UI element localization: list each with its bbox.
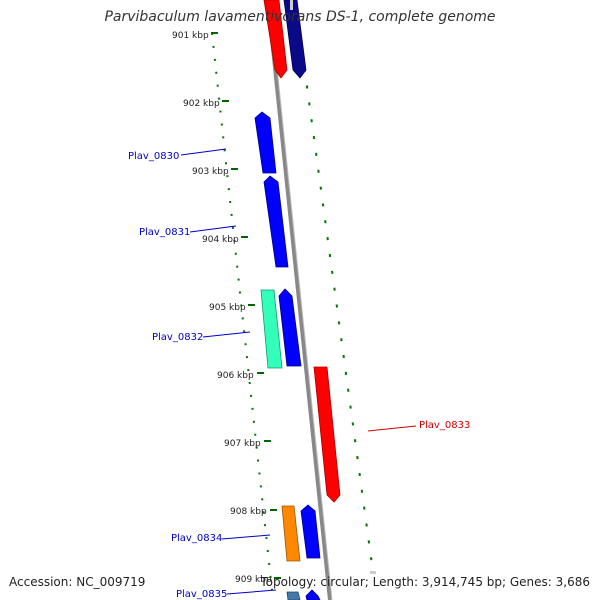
kbp-label: 901 kbp xyxy=(172,31,209,41)
leader-lines xyxy=(180,148,417,595)
gene-plav-0831[interactable] xyxy=(263,175,289,268)
kbp-label: 903 kbp xyxy=(192,167,229,177)
gene-plav-0832[interactable] xyxy=(278,288,302,367)
gene-plav-0835-grey[interactable] xyxy=(286,591,301,600)
backbone xyxy=(266,0,333,600)
accession-text: Accession: NC_009719 xyxy=(9,575,146,589)
gene-label-plav-0833[interactable]: Plav_0833 xyxy=(419,420,470,431)
gene-plav-0833[interactable] xyxy=(313,366,341,503)
kbp-label: 908 kbp xyxy=(230,507,267,517)
gene-label-plav-0831[interactable]: Plav_0831 xyxy=(139,227,190,238)
kbp-label: 905 kbp xyxy=(209,303,246,313)
kbp-label: 906 kbp xyxy=(217,371,254,381)
gene-label-plav-0834[interactable]: Plav_0834 xyxy=(171,533,222,544)
gene-plav-0834[interactable] xyxy=(300,504,321,559)
feature-small-grey xyxy=(370,571,376,574)
kbp-label: 902 kbp xyxy=(183,99,220,109)
kbp-label: 907 kbp xyxy=(224,439,261,449)
kbp-label: 904 kbp xyxy=(202,235,239,245)
gene-label-plav-0835[interactable]: Plav_0835 xyxy=(176,589,227,600)
feature-top-navy[interactable] xyxy=(283,0,307,79)
gene-plav-0830[interactable] xyxy=(254,111,277,174)
kbp-label: 909 kbp xyxy=(235,575,272,585)
map-title: Parvibaculum lavamentivorans DS-1, compl… xyxy=(104,9,496,25)
gene-plav-0835[interactable] xyxy=(305,589,321,600)
gene-label-plav-0830[interactable]: Plav_0830 xyxy=(128,151,179,162)
gene-plav-0834-other[interactable] xyxy=(281,505,301,562)
genome-stats-text: Topology: circular; Length: 3,914,745 bp… xyxy=(260,575,590,589)
gene-label-plav-0832[interactable]: Plav_0832 xyxy=(152,332,203,343)
gene-plav-0832-rna[interactable] xyxy=(260,289,283,369)
feature-top-red[interactable] xyxy=(263,0,288,79)
feature-top-grey xyxy=(290,0,293,10)
ruler-ticks xyxy=(211,32,281,579)
